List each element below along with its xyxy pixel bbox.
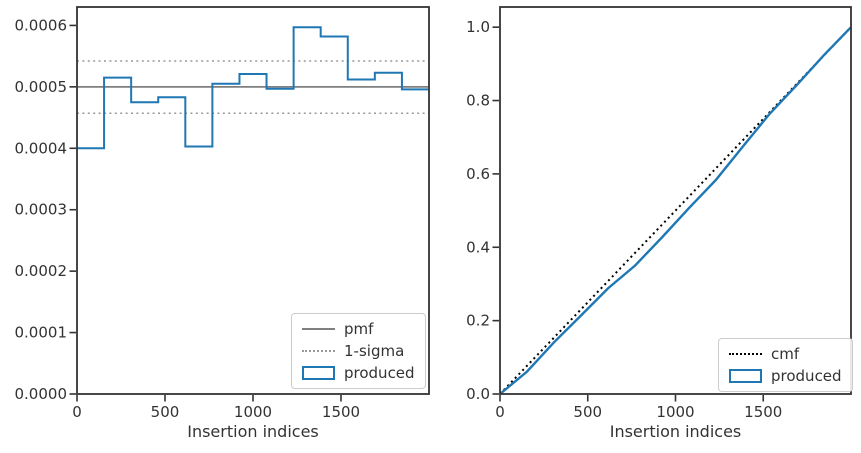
y-tick-label: 0.0002 [15, 262, 68, 280]
axes-spines [499, 6, 852, 395]
legend-entry-pmf: pmf [302, 319, 415, 339]
y-tick-label: 1.0 [466, 18, 490, 36]
y-tick-label: 0.4 [466, 238, 490, 256]
left-plot: 0 500 1000 15000.00000.00010.00020.00030.00… [15, 6, 430, 421]
y-tick-label: 0.0003 [15, 201, 68, 219]
y-tick-label: 0.6 [466, 165, 490, 183]
produced-series [77, 26, 429, 150]
y-tick-label: 0.0004 [15, 139, 68, 157]
legend-label-1-sigma: 1-sigma [344, 341, 405, 360]
x-tick-label: 500 [151, 403, 180, 421]
x-axis: 0 500 1000 1500 [495, 395, 782, 421]
y-tick-label: 0.0000 [15, 385, 68, 403]
sigma-dotted-line-swatch-icon [302, 350, 335, 352]
legend-entry-produced-left: produced [302, 363, 415, 383]
produced-rect-swatch-icon [729, 369, 762, 383]
x-tick-label: 1000 [656, 403, 694, 421]
legend-entry-cmf: cmf [729, 344, 842, 364]
x-axis: 0 500 1000 1500 [72, 395, 360, 421]
legend-label-produced-right: produced [771, 366, 842, 385]
axes-spines [76, 6, 430, 395]
legend-entry-produced-right: produced [729, 366, 842, 386]
legend-label-cmf: cmf [771, 344, 800, 363]
y-tick-label: 0.0001 [15, 324, 68, 342]
x-tick-label: 0 [72, 403, 82, 421]
right-x-axis-label: Insertion indices [609, 422, 742, 441]
x-tick-label: 1000 [234, 403, 272, 421]
produced-series [499, 26, 852, 395]
left-x-axis-label: Insertion indices [187, 422, 319, 441]
y-tick-label: 0.0005 [15, 78, 68, 96]
left-legend: pmf 1-sigma produced [291, 313, 426, 389]
right-plot: 0 500 1000 1500 0.0 0.2 0.4 0.6 0.8 1.0 [466, 6, 852, 421]
x-tick-label: 1500 [744, 403, 782, 421]
y-tick-label: 0.0006 [15, 16, 68, 34]
y-tick-label: 0.2 [466, 312, 490, 330]
y-tick-label: 0.8 [466, 92, 490, 110]
y-axis: 0.0 0.2 0.4 0.6 0.8 1.0 [466, 18, 499, 403]
produced-rect-swatch-icon [302, 366, 335, 380]
y-axis: 0.0000 0.0001 0.0002 0.0003 0.0004 0.0005 0.00… [15, 16, 76, 403]
cmf-dotted-line-swatch-icon [729, 353, 762, 355]
x-tick-label: 0 [495, 403, 505, 421]
right-legend: cmf produced [718, 338, 853, 392]
legend-entry-1-sigma: 1-sigma [302, 341, 415, 361]
series-group [499, 26, 852, 395]
series-group [77, 26, 429, 150]
y-tick-label: 0.0 [466, 385, 490, 403]
x-tick-label: 1500 [322, 403, 360, 421]
legend-label-pmf: pmf [344, 319, 374, 338]
legend-label-produced-left: produced [344, 363, 415, 382]
x-tick-label: 500 [573, 403, 602, 421]
pmf-line-swatch-icon [302, 328, 335, 330]
